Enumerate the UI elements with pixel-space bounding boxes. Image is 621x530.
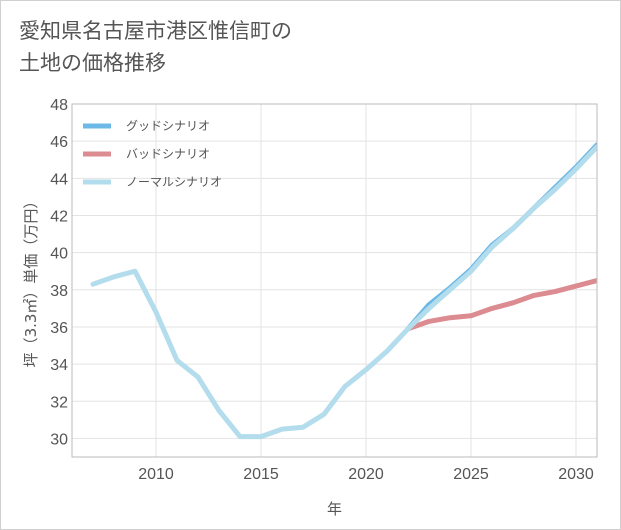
legend-label: ノーマルシナリオ [126, 175, 222, 189]
y-tick-label: 32 [50, 394, 68, 411]
y-tick-label: 38 [50, 283, 68, 300]
y-axis-ticks: 30 32 34 36 38 40 42 44 46 48 [50, 97, 68, 448]
y-tick-label: 40 [50, 246, 68, 263]
series-line-2 [90, 144, 597, 440]
y-tick-label: 42 [50, 208, 68, 225]
y-tick-label: 36 [50, 320, 68, 337]
x-tick-label: 2030 [558, 466, 594, 483]
legend-item-0[interactable]: グッドシナリオ [83, 119, 210, 133]
legend-item-2[interactable]: ノーマルシナリオ [83, 175, 222, 189]
y-axis-label: 坪（3.3㎡）単価（万円） [22, 194, 40, 368]
x-tick-label: 2020 [348, 466, 384, 483]
x-axis-ticks: 2010 2015 2020 2025 2030 [138, 466, 594, 483]
y-tick-label: 30 [50, 431, 68, 448]
y-tick-label: 44 [50, 171, 68, 188]
x-tick-label: 2010 [138, 466, 174, 483]
series-line-1 [405, 278, 597, 332]
x-tick-label: 2015 [243, 466, 279, 483]
plot-frame [71, 103, 598, 458]
legend-label: バッドシナリオ [126, 147, 210, 161]
x-axis-label: 年 [327, 500, 342, 518]
title-line-2: 土地の価格推移 [19, 51, 166, 75]
page-title: 愛知県名古屋市港区惟信町の 土地の価格推移 [19, 15, 292, 79]
series-lines [90, 142, 597, 440]
x-tick-label: 2025 [453, 466, 489, 483]
title-line-1: 愛知県名古屋市港区惟信町の [19, 19, 292, 43]
y-tick-label: 46 [50, 134, 68, 151]
y-tick-label: 34 [50, 357, 68, 374]
legend-label: グッドシナリオ [126, 119, 210, 133]
y-tick-label: 48 [50, 97, 68, 114]
legend-item-1[interactable]: バッドシナリオ [83, 147, 210, 161]
